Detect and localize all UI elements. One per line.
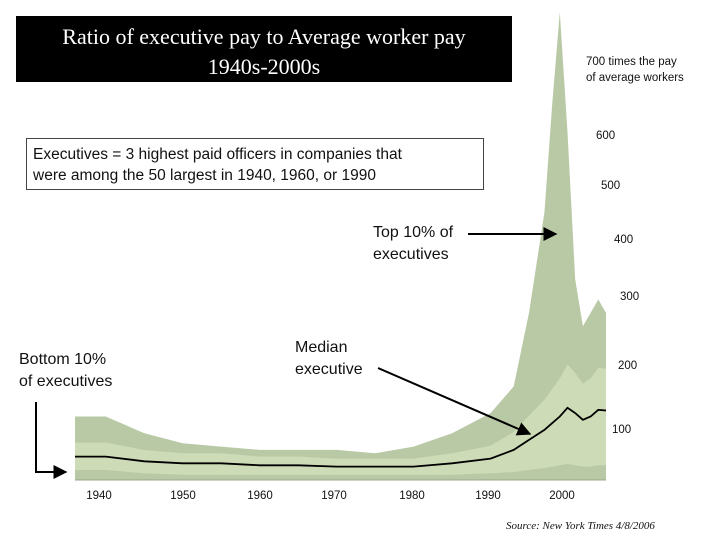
annotation-top-line-1: Top 10% of: [373, 224, 454, 241]
x-tick-1990: 1990: [475, 490, 501, 502]
y-tick-300: 300: [620, 291, 640, 303]
annotation-bottom-10: Bottom 10% of executives: [19, 349, 112, 393]
chart-title-line-2: 1940s-2000s: [207, 54, 321, 79]
y-tick-200: 200: [618, 360, 638, 372]
annotation-bottom-line-1: Bottom 10%: [19, 351, 107, 368]
y-top-label-line-1: 700 times the pay: [586, 56, 677, 68]
median-line: [75, 406, 607, 468]
bottom-annotation-arrow: [35, 402, 68, 479]
chart-title: Ratio of executive pay to Average worker…: [16, 16, 512, 82]
y-top-label: 700 times the pay of average workers: [586, 54, 684, 86]
annotation-top-line-2: executives: [373, 246, 449, 263]
median-annotation-arrow: [377, 367, 532, 436]
definition-line-2: were among the 50 largest in 1940, 1960,…: [33, 167, 376, 184]
annotation-bottom-line-2: of executives: [19, 373, 113, 390]
y-tick-600: 600: [596, 130, 616, 142]
y-tick-100: 100: [612, 424, 632, 436]
y-tick-500: 500: [601, 180, 621, 192]
chart-title-line-1: Ratio of executive pay to Average worker…: [62, 24, 466, 49]
y-tick-400: 400: [614, 234, 634, 246]
annotation-top-10: Top 10% of executives: [373, 222, 453, 266]
annotation-median: Median executive: [295, 337, 363, 381]
annotation-median-line-2: executive: [295, 361, 363, 378]
x-tick-1980: 1980: [399, 490, 425, 502]
y-top-label-line-2: of average workers: [586, 72, 684, 84]
x-tick-2000: 2000: [549, 490, 575, 502]
definition-line-1: Executives = 3 highest paid officers in …: [33, 146, 402, 163]
source-note: Source: New York Times 4/8/2006: [506, 520, 655, 532]
x-tick-1960: 1960: [247, 490, 273, 502]
definition-box: Executives = 3 highest paid officers in …: [26, 138, 484, 190]
top-decile-band: [75, 12, 606, 480]
annotation-median-line-1: Median: [295, 339, 348, 356]
middle-band: [75, 364, 606, 475]
x-tick-1940: 1940: [86, 490, 112, 502]
x-tick-1970: 1970: [321, 490, 347, 502]
x-tick-1950: 1950: [170, 490, 196, 502]
